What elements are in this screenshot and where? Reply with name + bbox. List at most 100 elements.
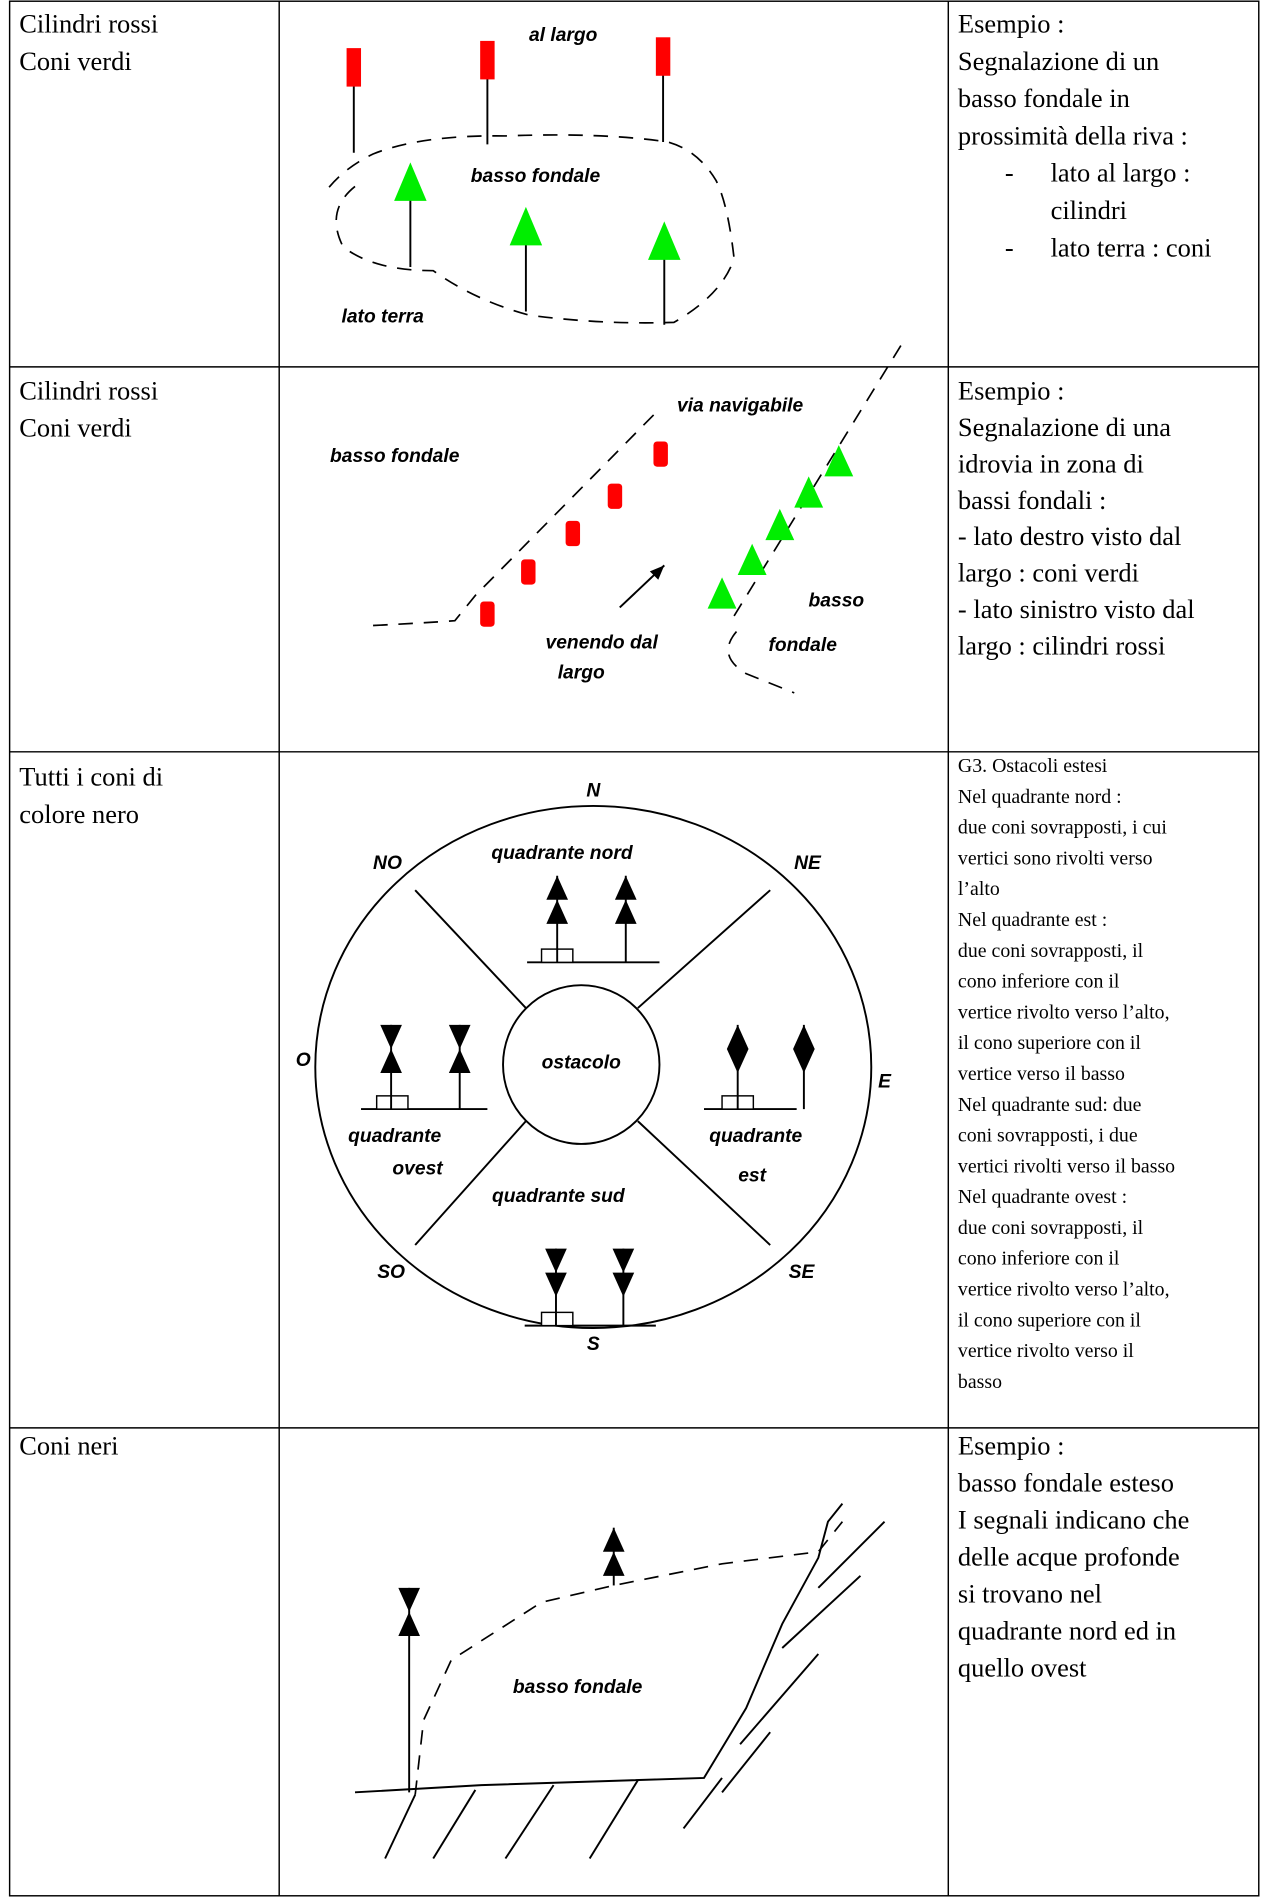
description-text: G3. Ostacoli estesi [958, 755, 1108, 777]
line [817, 1521, 886, 1589]
cone [614, 899, 637, 924]
diagram-label: quadrante [709, 1126, 802, 1147]
base [375, 1095, 409, 1110]
cone [707, 577, 737, 609]
diagram-label: NO [373, 853, 402, 874]
cone [380, 1024, 402, 1049]
cone [793, 1024, 815, 1049]
line [414, 1120, 527, 1246]
diagram-label: venendo dal [546, 633, 659, 654]
obstacle [502, 984, 661, 1145]
description-text: prossimità della riva : [958, 120, 1188, 150]
diagram-label: basso fondale [471, 166, 601, 187]
cylinder [565, 520, 581, 547]
line [588, 1779, 639, 1860]
cone [545, 1248, 567, 1273]
marker-text: colore nero [19, 799, 139, 829]
line [682, 1777, 723, 1830]
description-text: basso fondale esteso [958, 1467, 1174, 1497]
line [721, 1731, 771, 1793]
cone [612, 1248, 635, 1273]
diagram-label: ostacolo [542, 1052, 621, 1073]
description-text: Esempio : [958, 9, 1065, 39]
cone [794, 476, 824, 508]
description-text: si trovano nel [958, 1579, 1102, 1609]
marker-text: Cilindri rossi [19, 9, 158, 39]
path [414, 1521, 844, 1795]
description-text: delle acque profonde [958, 1542, 1180, 1572]
diagram-label: O [296, 1050, 311, 1071]
cylinder [480, 601, 495, 627]
diagram-label: via navigabile [677, 396, 804, 417]
line [781, 1575, 862, 1649]
description-text: - lato destro visto dal [958, 521, 1181, 551]
cone [614, 875, 637, 900]
cone [545, 1272, 567, 1297]
cone [793, 1048, 815, 1074]
description-text: due coni sovrapposti, i cui [958, 817, 1167, 839]
description-text: Nel quadrante nord : [958, 786, 1122, 808]
description-text: vertici rivolti verso il basso [958, 1155, 1175, 1177]
diagram-label: al largo [529, 25, 598, 46]
line [739, 1653, 820, 1745]
description-text: Nel quadrante est : [958, 909, 1107, 931]
description-text: cilindri [1051, 195, 1127, 225]
base [540, 1311, 574, 1327]
arrowhead [649, 565, 665, 580]
cone [448, 1024, 471, 1049]
cylinder [607, 483, 623, 509]
line [504, 1784, 555, 1860]
description-text: lato terra : coni [1051, 232, 1212, 262]
table-grid [8, 0, 1260, 1897]
cone [398, 1611, 420, 1636]
marker-text: Tutti i coni di [19, 762, 163, 792]
description-text: bassi fondali : [958, 485, 1106, 515]
description-text: cono inferiore con il [958, 1248, 1120, 1270]
cone [602, 1551, 625, 1576]
cone [602, 1527, 625, 1552]
diagram-label: lato terra [341, 307, 424, 328]
diagram-label: quadrante sud [492, 1186, 626, 1207]
diagram-label: est [738, 1166, 767, 1187]
description-text: vertice verso il basso [958, 1063, 1125, 1085]
line [384, 1794, 417, 1859]
diagram-label: largo [558, 663, 605, 684]
diagram-label: basso [809, 591, 865, 612]
cone [648, 221, 681, 260]
description-text: largo : coni verdi [958, 558, 1139, 588]
description-text: vertice rivolto verso l’alto, [958, 1001, 1170, 1023]
path [373, 408, 661, 627]
cone [737, 543, 767, 575]
cylinder [521, 559, 536, 585]
description-text: basso fondale in [958, 83, 1130, 113]
cylinder [346, 48, 362, 87]
diagram-label: SO [377, 1262, 405, 1283]
description-text: Esempio : [958, 1430, 1065, 1460]
description-text: il cono superiore con il [958, 1032, 1141, 1054]
diagram-label: fondale [768, 635, 837, 656]
marker-text: Cilindri rossi [19, 375, 158, 405]
cylinder [653, 441, 668, 467]
cone [612, 1272, 635, 1297]
description-text: cono inferiore con il [958, 971, 1120, 993]
diagram-label: quadrante nord [491, 843, 633, 864]
description-text: lato al largo : [1051, 158, 1191, 188]
description-text: due coni sovrapposti, il [958, 940, 1144, 962]
bullet: - [1005, 232, 1014, 262]
diagram-label: SE [789, 1262, 816, 1283]
diagram-label: quadrante [348, 1126, 441, 1147]
description-text: vertici sono rivolti verso [958, 847, 1153, 869]
path [727, 630, 795, 694]
description-text: coni sovrapposti, i due [958, 1125, 1138, 1147]
description-text: basso [958, 1371, 1002, 1393]
diagram-label: basso fondale [513, 1677, 643, 1698]
diagram-label: N [586, 781, 601, 802]
cylinder [655, 37, 671, 76]
diagram-label: ovest [392, 1158, 444, 1179]
cone [448, 1048, 471, 1074]
cone [824, 445, 854, 477]
path [324, 134, 735, 324]
cone [546, 899, 569, 924]
